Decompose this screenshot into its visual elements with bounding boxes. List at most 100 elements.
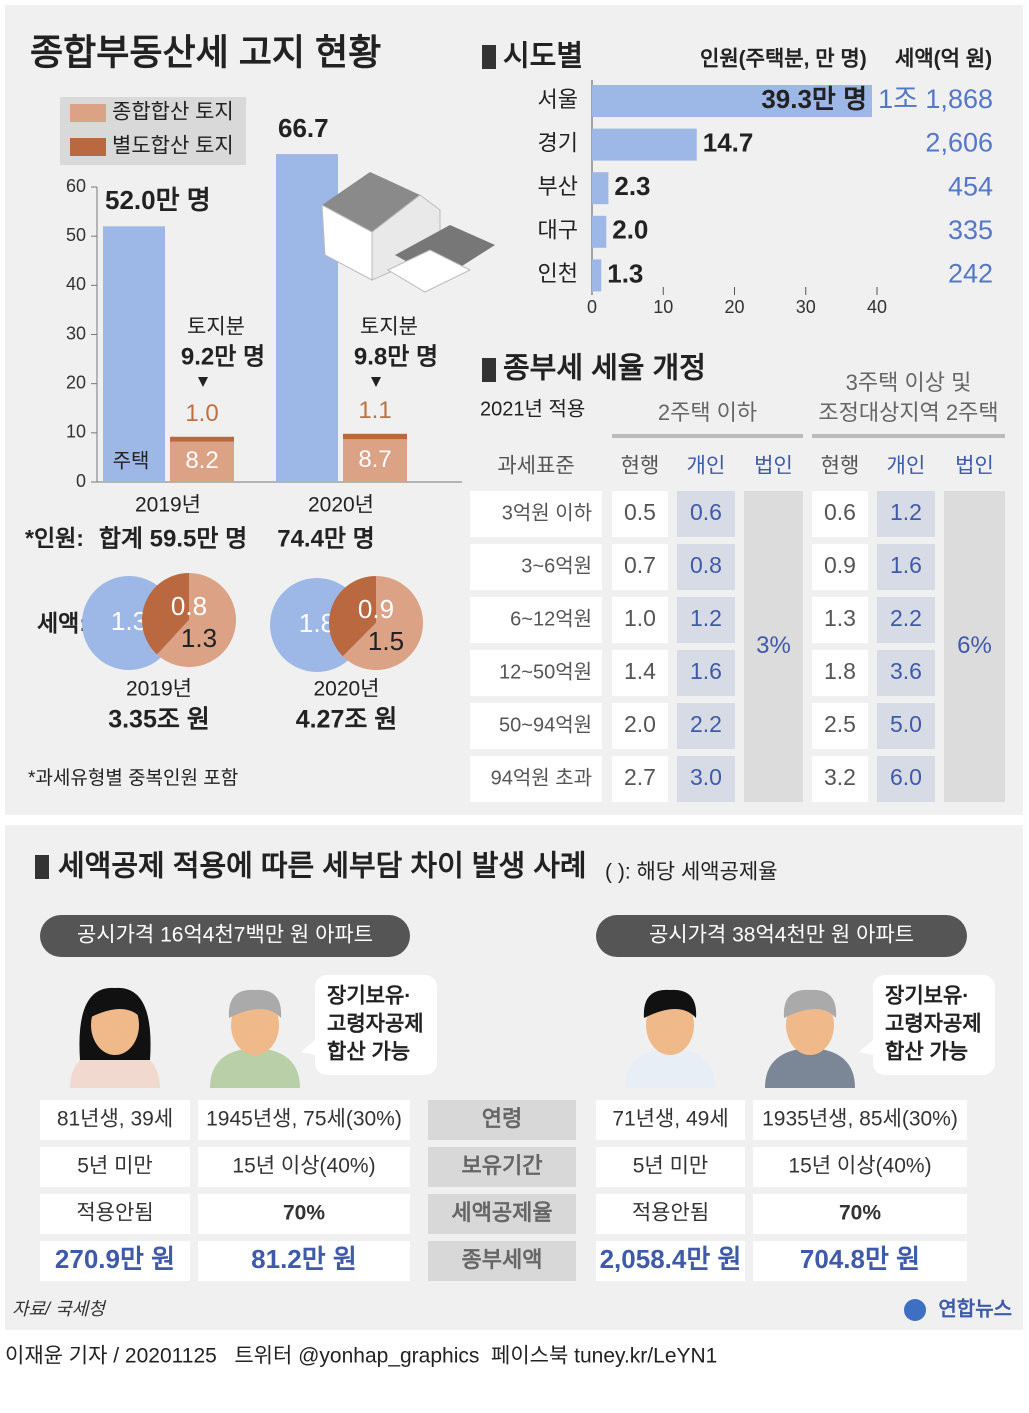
pie-slice bbox=[342, 576, 424, 670]
case-value: 5년 미만 bbox=[77, 1155, 152, 1178]
rate-cell: 0.7 bbox=[624, 552, 656, 578]
table-cell bbox=[812, 491, 868, 537]
table-cell bbox=[677, 491, 735, 537]
y-tick-label: 60 bbox=[66, 176, 86, 196]
pie-total: 4.27조 원 bbox=[296, 706, 398, 734]
bar bbox=[592, 85, 873, 117]
rate-cell: 1.6 bbox=[890, 552, 922, 578]
table-cell bbox=[877, 703, 935, 749]
merged-cell bbox=[744, 491, 803, 802]
bar-segment bbox=[170, 441, 234, 482]
case-cell bbox=[596, 1147, 745, 1187]
table-cell bbox=[470, 650, 602, 696]
arrow bbox=[371, 377, 381, 387]
person-body bbox=[765, 1048, 855, 1088]
y-tick-label: 서울 bbox=[538, 87, 578, 112]
source: 자료/ 국세청 bbox=[12, 1299, 107, 1319]
row-label: 3~6억원 bbox=[521, 554, 592, 577]
group-rule bbox=[612, 434, 803, 438]
tax-amount: 270.9만 원 bbox=[55, 1244, 175, 1274]
table-cell bbox=[470, 703, 602, 749]
land-plot bbox=[386, 249, 472, 293]
bubble-text: 합산 가능 bbox=[885, 1041, 968, 1064]
x-tick-label: 20 bbox=[724, 297, 744, 317]
row-label: 연령 bbox=[482, 1106, 522, 1131]
value-label: 1.0 bbox=[185, 400, 218, 427]
corporate-rate: 3% bbox=[756, 632, 791, 659]
case-value: 적용안됨 bbox=[632, 1202, 709, 1225]
column-header: 세액(억 원) bbox=[895, 48, 992, 71]
row-label-cell bbox=[428, 1147, 576, 1187]
legend-swatch bbox=[70, 104, 106, 122]
row-label: 12~50억원 bbox=[499, 660, 592, 683]
rate-cell: 2.0 bbox=[624, 711, 656, 737]
table-cell bbox=[812, 703, 868, 749]
bubble-tail bbox=[301, 1040, 315, 1055]
pie-label: 1.3 bbox=[181, 623, 217, 653]
column-header: 개인 bbox=[687, 455, 726, 478]
rate-cell: 2.5 bbox=[824, 711, 856, 737]
row-label: 3억원 이하 bbox=[502, 501, 592, 524]
tax-label: 242 bbox=[948, 259, 993, 289]
subtitle: 2021년 적용 bbox=[480, 397, 585, 420]
y-tick-label: 30 bbox=[66, 323, 86, 343]
y-tick-label: 인천 bbox=[538, 261, 578, 286]
table-cell bbox=[612, 491, 668, 537]
pie-slice bbox=[157, 573, 237, 668]
value-label: 52.0만 명 bbox=[105, 185, 211, 215]
value-label: 14.7 bbox=[703, 127, 754, 157]
column-header: 법인 bbox=[754, 455, 793, 478]
tax-caption: 세액: bbox=[37, 610, 87, 636]
case-cell bbox=[753, 1147, 967, 1187]
case-value: 81년생, 39세 bbox=[57, 1108, 173, 1131]
footnote: *과세유형별 중복인원 포함 bbox=[28, 767, 238, 789]
y-tick-label: 대구 bbox=[538, 218, 578, 243]
table-cell bbox=[677, 703, 735, 749]
title-marker bbox=[482, 358, 496, 382]
table-cell bbox=[677, 756, 735, 802]
y-tick-label: 10 bbox=[66, 422, 86, 442]
table-cell bbox=[812, 597, 868, 643]
case-cell bbox=[198, 1241, 410, 1281]
bar bbox=[103, 226, 165, 482]
group-header: 조정대상지역 2주택 bbox=[818, 400, 998, 425]
tax-label: 335 bbox=[948, 215, 993, 245]
rate-cell: 1.6 bbox=[690, 658, 722, 684]
bubble-text: 장기보유· bbox=[327, 985, 411, 1008]
bubble-text: 장기보유· bbox=[885, 985, 969, 1008]
person-body bbox=[210, 1048, 300, 1088]
total-label: 74.4만 명 bbox=[277, 525, 375, 552]
column-header: 법인 bbox=[955, 455, 994, 478]
land-title: 토지분 bbox=[360, 316, 418, 339]
corporate-rate: 6% bbox=[957, 632, 992, 659]
title-marker bbox=[482, 45, 496, 69]
rate-cell: 2.2 bbox=[690, 711, 722, 737]
rate-cell: 0.6 bbox=[690, 499, 722, 525]
column-header: 현행 bbox=[821, 455, 860, 478]
rate-cell: 0.6 bbox=[824, 499, 856, 525]
y-tick-label: 0 bbox=[76, 471, 86, 491]
x-tick-label: 0 bbox=[587, 297, 597, 317]
rate-cell: 5.0 bbox=[890, 711, 922, 737]
tax-label: 2,606 bbox=[925, 128, 993, 158]
value-label: 66.7 bbox=[278, 113, 329, 143]
brand-logo bbox=[904, 1299, 926, 1321]
case-value: 1935년생, 85세(30%) bbox=[762, 1108, 958, 1131]
rate-cell: 0.5 bbox=[624, 499, 656, 525]
table-cell bbox=[470, 491, 602, 537]
x-tick-label: 40 bbox=[867, 297, 887, 317]
table-cell bbox=[677, 650, 735, 696]
tax-amount: 81.2만 원 bbox=[251, 1244, 357, 1274]
rate-cell: 1.2 bbox=[890, 499, 922, 525]
bar-segment bbox=[170, 436, 234, 442]
person-hair bbox=[88, 989, 142, 1018]
column-header: 과세표준 bbox=[497, 455, 574, 478]
case-value: 15년 이상(40%) bbox=[788, 1155, 931, 1178]
row-label: 6~12억원 bbox=[510, 607, 592, 630]
case-cell bbox=[753, 1100, 967, 1140]
table-cell bbox=[612, 597, 668, 643]
title-marker bbox=[35, 855, 49, 879]
row-label-cell bbox=[428, 1100, 576, 1140]
y-tick-label: 50 bbox=[66, 225, 86, 245]
